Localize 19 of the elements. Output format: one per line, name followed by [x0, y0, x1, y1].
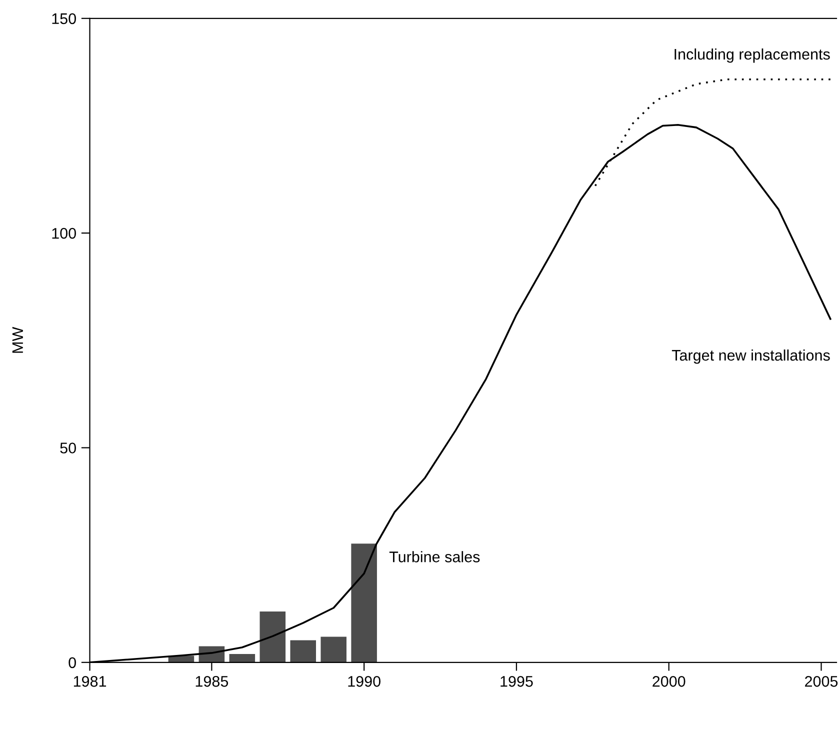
y-tick-label: 150	[52, 13, 76, 24]
bar	[260, 611, 286, 662]
x-tick-label: 1995	[500, 676, 533, 687]
x-tick-label: 1990	[348, 676, 380, 687]
series-label: Target new installations	[672, 349, 830, 364]
series-label: Including replacements	[674, 48, 830, 63]
bar	[229, 654, 256, 662]
x-tick-label: 1985	[196, 676, 228, 687]
x-tick-label: 1981	[74, 676, 106, 687]
bar	[320, 636, 346, 662]
x-tick-label: 2000	[652, 676, 686, 687]
y-tick-label: 50	[60, 442, 76, 454]
y-tick-label: 100	[52, 228, 76, 239]
bar	[290, 640, 316, 662]
x-tick-label: 2005	[805, 676, 838, 687]
y-axis-title: MW	[12, 326, 23, 353]
series-label: Turbine sales	[389, 551, 480, 562]
bar	[351, 544, 377, 662]
y-tick-label: 0	[68, 657, 76, 668]
